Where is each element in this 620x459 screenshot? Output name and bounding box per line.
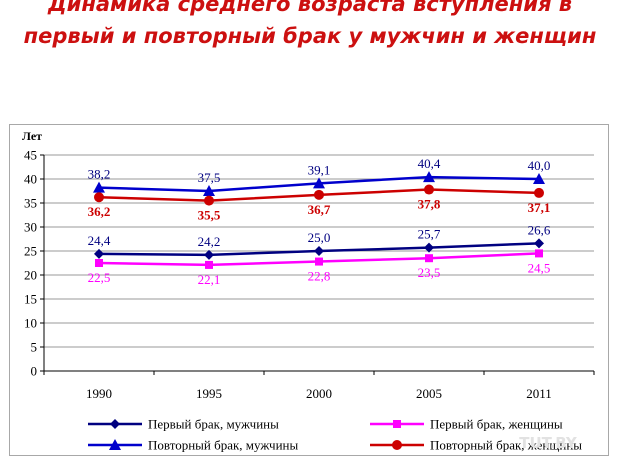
series-0-label-3: 25,7 xyxy=(418,227,441,242)
legend: Первый брак, мужчины Первый брак, женщины… xyxy=(88,417,582,453)
x-tick-label-1990: 1990 xyxy=(86,386,112,401)
series-3-point-2 xyxy=(314,189,324,200)
legend-item-2: Повторный брак, мужчины xyxy=(88,438,298,453)
series-0-point-3 xyxy=(424,242,434,253)
series-0-point-4 xyxy=(534,238,544,249)
series-3-label-4: 37,1 xyxy=(528,200,551,215)
series-1-point-2 xyxy=(315,257,323,266)
series-1-label-4: 24,5 xyxy=(528,260,551,275)
x-tick-labels: 1990 1995 2000 2005 2011 xyxy=(86,386,552,401)
legend-label-1: Первый брак, женщины xyxy=(430,417,563,432)
series-2-point-0 xyxy=(93,181,105,193)
legend-marker-1 xyxy=(393,420,401,428)
x-tick-label-2011: 2011 xyxy=(526,386,552,401)
series-0-label-2: 25,0 xyxy=(308,230,331,245)
axes xyxy=(40,154,595,375)
series-2-point-1 xyxy=(203,185,215,196)
series-1-point-4 xyxy=(535,249,543,258)
series-1-label-2: 22,8 xyxy=(308,269,331,284)
y-tick-label-40: 40 xyxy=(24,172,37,187)
legend-item-3: Повторный брак, женщины xyxy=(370,438,582,453)
series-3-point-3 xyxy=(424,184,434,195)
y-tick-label-45: 45 xyxy=(24,148,37,163)
watermark-text: TUT.BY xyxy=(519,434,578,452)
series-2-label-2: 39,1 xyxy=(308,162,331,177)
y-axis-label: Лет xyxy=(22,129,42,143)
series-1-point-0 xyxy=(95,259,103,267)
legend-marker-0 xyxy=(110,419,120,429)
legend-item-0: Первый брак, мужчины xyxy=(88,417,279,432)
series-3-label-0: 36,2 xyxy=(88,204,111,219)
series-2-label-3: 40,4 xyxy=(418,156,441,171)
data-labels-group: 24,4 24,2 25,0 25,7 26,6 22,5 22,1 22,8 23,5 24,5… xyxy=(88,156,551,287)
chart-title-line-1: Динамика среднего возраста вступления в xyxy=(47,0,573,16)
series-3-point-1 xyxy=(204,195,214,206)
series-2-label-4: 40,0 xyxy=(528,158,551,173)
series-0-point-0 xyxy=(94,248,104,259)
y-tick-label-35: 35 xyxy=(24,196,37,211)
series-3-label-3: 37,8 xyxy=(418,197,441,212)
y-tick-label-5: 5 xyxy=(31,340,38,355)
legend-marker-3 xyxy=(392,440,402,450)
series-2-point-3 xyxy=(423,171,435,183)
series-1-point-3 xyxy=(425,254,433,263)
series-1-point-1 xyxy=(205,260,213,269)
y-tick-label-20: 20 xyxy=(24,268,37,283)
y-tick-label-30: 30 xyxy=(24,220,37,235)
series-1-label-3: 23,5 xyxy=(418,265,441,280)
x-tick-label-2000: 2000 xyxy=(306,386,332,401)
series-0-label-4: 26,6 xyxy=(528,222,551,237)
series-0-point-1 xyxy=(204,249,214,260)
series-1-label-0: 22,5 xyxy=(88,270,111,285)
legend-item-1: Первый брак, женщины xyxy=(370,417,563,432)
legend-label-3: Повторный брак, женщины xyxy=(430,438,582,453)
series-2-label-0: 38,2 xyxy=(88,167,111,182)
series-3-point-4 xyxy=(534,187,544,198)
y-tick-label-10: 10 xyxy=(24,316,37,331)
series-2-label-1: 37,5 xyxy=(198,170,221,185)
y-tick-labels: 0 5 10 15 20 25 30 35 40 45 xyxy=(24,148,37,379)
series-0-point-2 xyxy=(314,246,324,256)
series-group xyxy=(93,171,545,269)
x-tick-label-2005: 2005 xyxy=(416,386,442,401)
series-0-label-1: 24,2 xyxy=(198,234,221,249)
legend-label-2: Повторный брак, мужчины xyxy=(148,438,298,453)
series-3-point-0 xyxy=(94,192,104,203)
series-1-label-1: 22,1 xyxy=(198,272,221,287)
series-0-label-0: 24,4 xyxy=(88,233,111,248)
y-tick-label-15: 15 xyxy=(24,292,37,307)
x-tick-label-1995: 1995 xyxy=(196,386,222,401)
chart-title-line-2: первый и повторный брак у мужчин и женщи… xyxy=(23,24,597,48)
series-2-point-4 xyxy=(533,173,545,184)
series-2-point-2 xyxy=(313,177,325,189)
series-3-label-2: 36,7 xyxy=(308,202,331,217)
y-tick-label-25: 25 xyxy=(24,244,37,259)
series-3-label-1: 35,5 xyxy=(198,208,221,223)
legend-marker-2 xyxy=(109,439,121,450)
legend-label-0: Первый брак, мужчины xyxy=(148,417,279,432)
y-tick-label-0: 0 xyxy=(31,364,38,379)
